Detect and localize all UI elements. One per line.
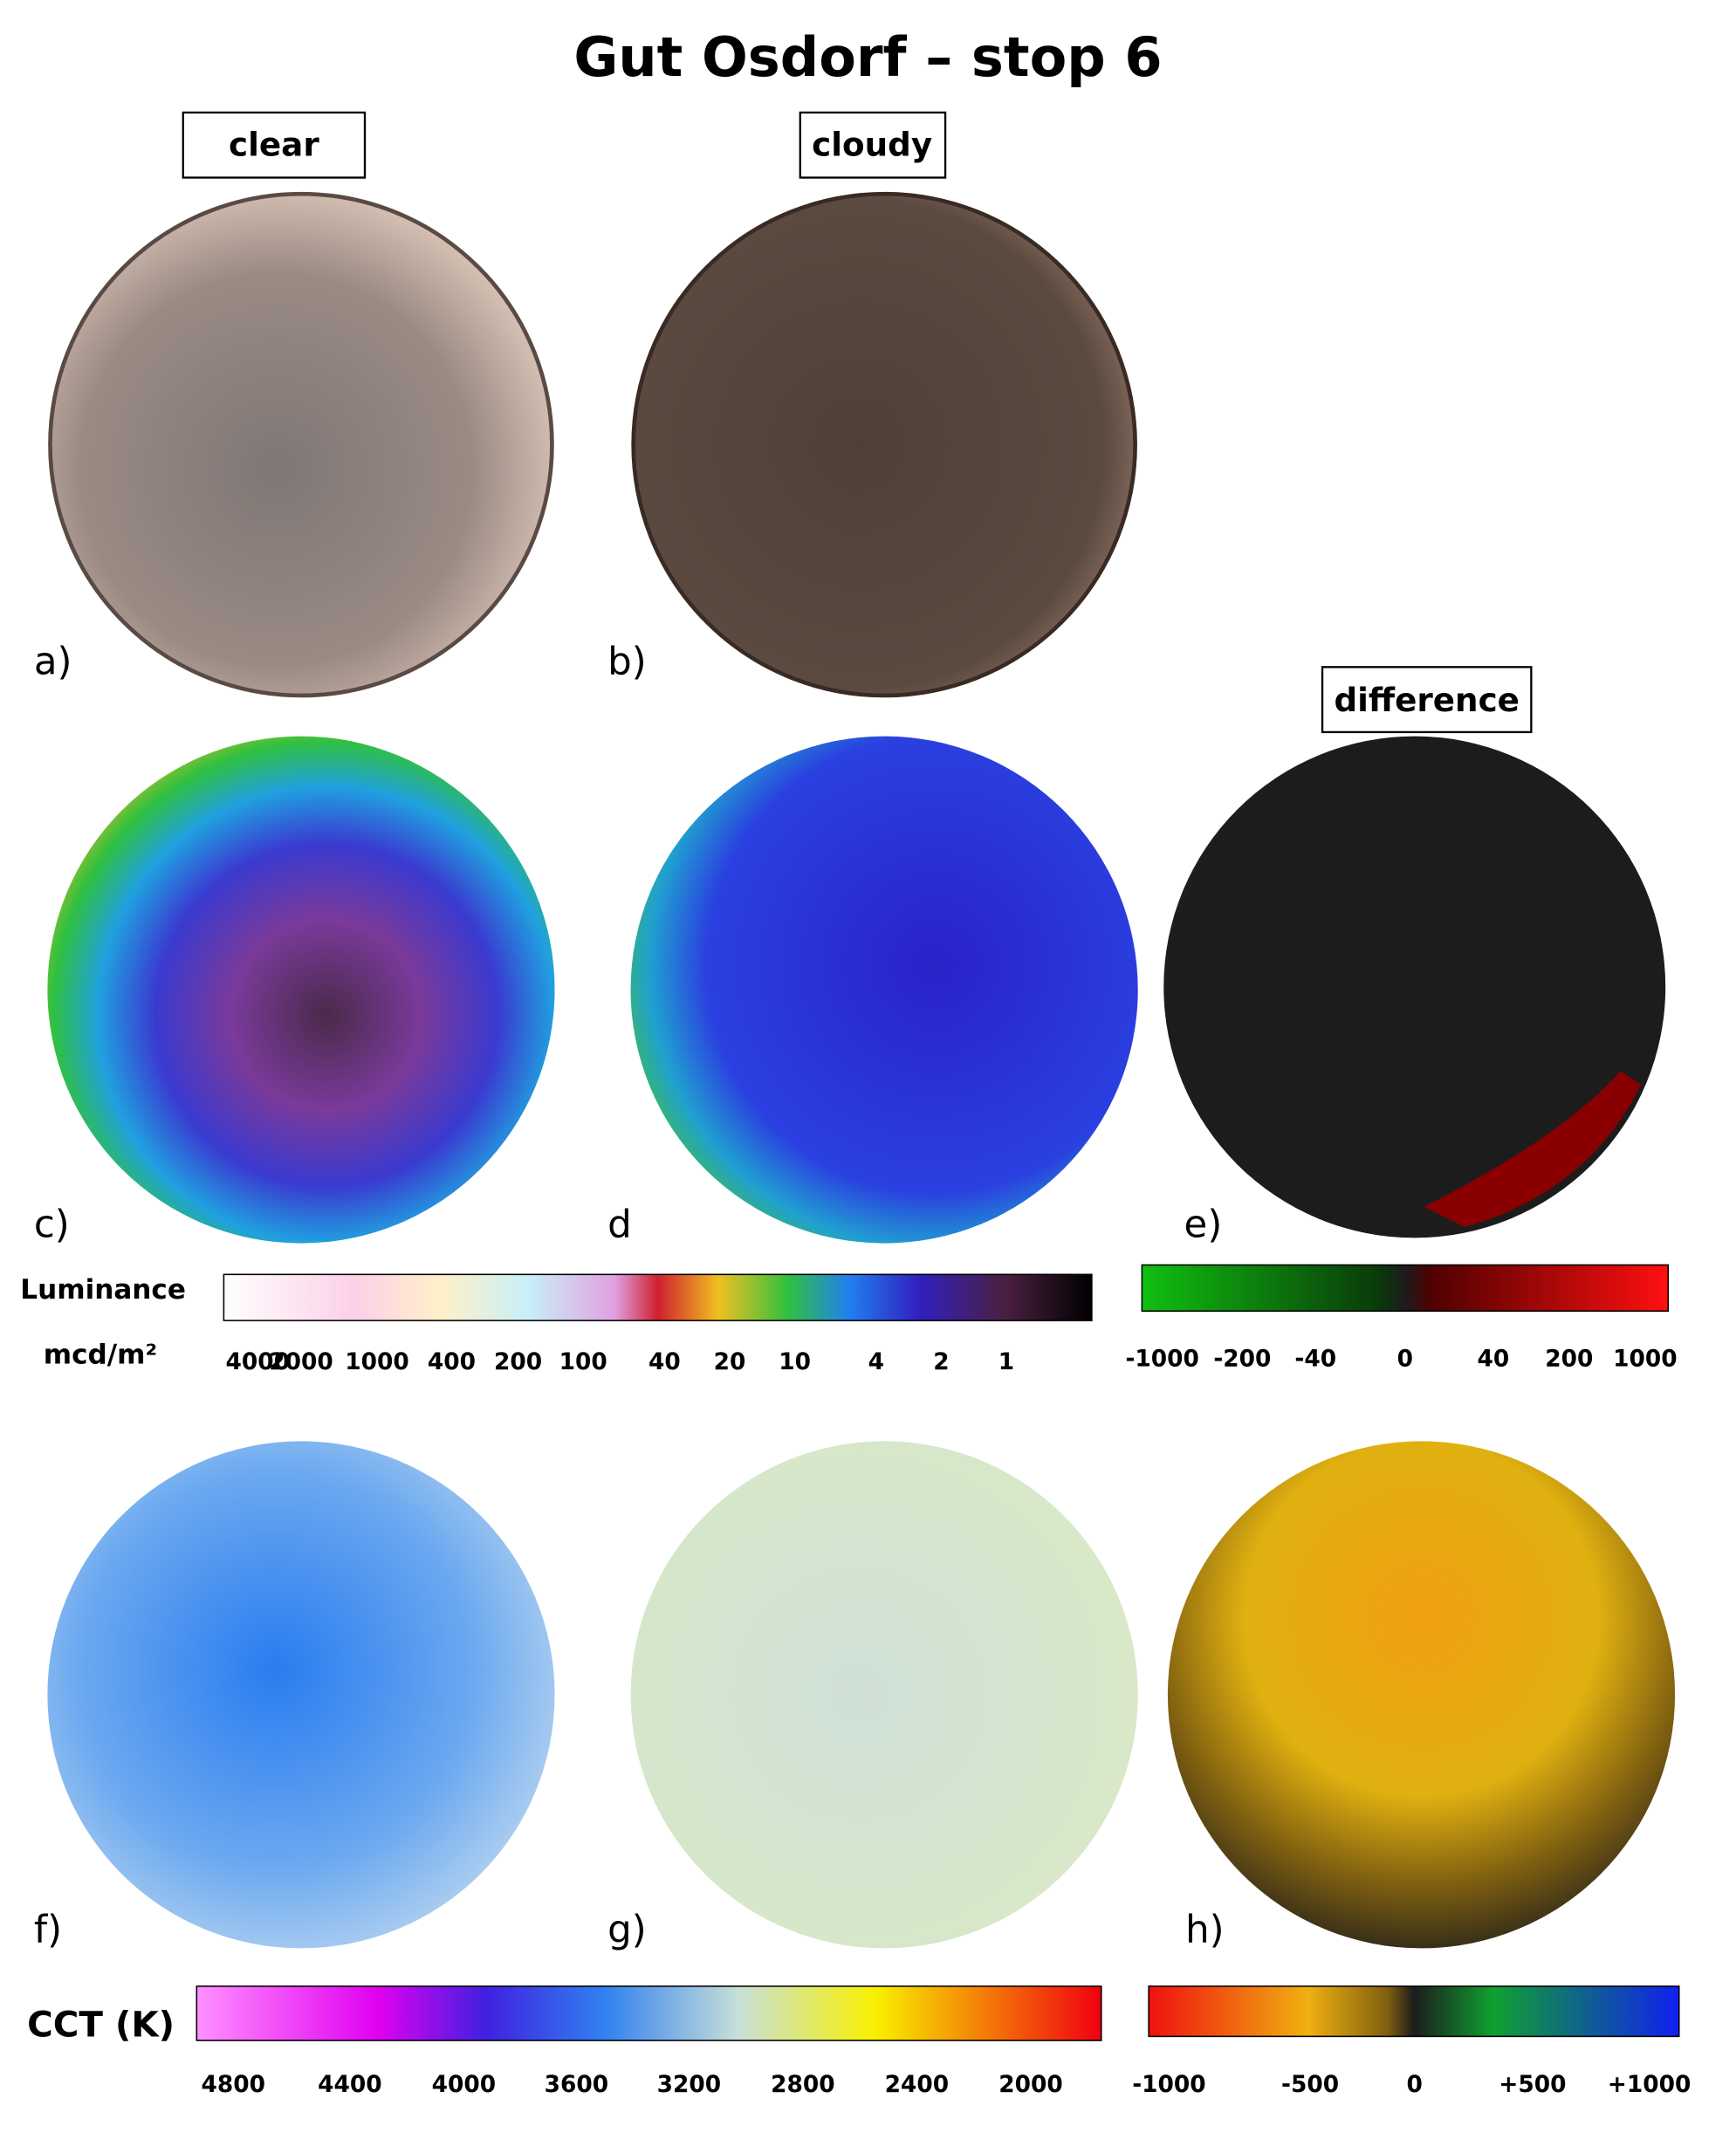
colorbar-tick-label: 4800 xyxy=(202,2071,266,2098)
header-box xyxy=(799,111,947,179)
cct-difference-map xyxy=(1167,1441,1676,1949)
cct-map xyxy=(630,1441,1138,1949)
panel-label: b) xyxy=(607,641,647,684)
colorbar xyxy=(1148,1985,1680,2038)
sky-image xyxy=(631,191,1137,698)
header: difference xyxy=(1334,681,1519,719)
colorbar-tick-label: -500 xyxy=(1281,2071,1339,2098)
header: cloudy xyxy=(812,125,932,163)
panel-label: d xyxy=(607,1203,632,1246)
colorbar-tick-label: 200 xyxy=(494,1348,542,1375)
colorbar-tick-label: 2000 xyxy=(998,2071,1063,2098)
colorbar-tick-label: -1000 xyxy=(1132,2071,1205,2098)
colorbar-tick-label: 200 xyxy=(1545,1346,1593,1373)
colorbar-tick-label: 2800 xyxy=(771,2071,835,2098)
panel-label: h) xyxy=(1185,1908,1225,1951)
colorbar-unit: mcd/m² xyxy=(44,1340,157,1371)
colorbar-tick-label: 1000 xyxy=(345,1348,409,1375)
colorbar-tick-label: 3200 xyxy=(657,2071,722,2098)
colorbar-tick-label: -40 xyxy=(1294,1346,1336,1373)
panel-label: a) xyxy=(34,641,72,684)
colorbar-tick-label: 1000 xyxy=(1613,1346,1678,1373)
colorbar-tick-label: 4 xyxy=(868,1348,884,1375)
header: clear xyxy=(229,125,319,163)
difference-region xyxy=(1424,1071,1642,1227)
colorbar-tick-label: 40 xyxy=(648,1348,681,1375)
luminance-difference-map xyxy=(1163,736,1666,1238)
header-box xyxy=(1321,666,1533,734)
colorbar-tick-label: 0 xyxy=(1407,2071,1423,2098)
colorbar-tick-label: +1000 xyxy=(1608,2071,1691,2098)
colorbar-tick-label: 400 xyxy=(428,1348,476,1375)
panel-label: c) xyxy=(34,1203,70,1246)
colorbar-tick-label: 100 xyxy=(559,1348,607,1375)
header-box xyxy=(182,111,367,179)
colorbar xyxy=(196,1985,1102,2041)
colorbar-tick-label: +500 xyxy=(1499,2071,1566,2098)
colorbar-tick-label: 2000 xyxy=(269,1348,333,1375)
colorbar-tick-label: 4000 xyxy=(432,2071,497,2098)
colorbar-tick-label: 0 xyxy=(1397,1346,1413,1373)
colorbar-tick-label: 40 xyxy=(1477,1346,1509,1373)
colorbar-tick-label: 3600 xyxy=(545,2071,609,2098)
colorbar-tick-label: 1 xyxy=(998,1348,1014,1375)
luminance-map xyxy=(630,736,1138,1244)
colorbar-tick-label: -200 xyxy=(1213,1346,1271,1373)
colorbar-tick-label: 4000 xyxy=(225,1348,290,1375)
colorbar-tick-label: -1000 xyxy=(1125,1346,1198,1373)
title: Gut Osdorf – stop 6 xyxy=(573,25,1162,89)
panel-label: e) xyxy=(1184,1203,1223,1246)
cct-map xyxy=(47,1441,555,1949)
colorbar-title: Luminance xyxy=(20,1274,186,1306)
colorbar-tick-label: 10 xyxy=(779,1348,811,1375)
sky-image xyxy=(48,191,554,698)
colorbar xyxy=(223,1273,1093,1321)
colorbar-title: CCT (K) xyxy=(27,2005,175,2046)
luminance-map xyxy=(47,736,555,1244)
colorbar xyxy=(1141,1264,1670,1313)
panel-label: f) xyxy=(34,1908,62,1951)
colorbar-tick-label: 2400 xyxy=(885,2071,950,2098)
panel-label: g) xyxy=(607,1908,647,1951)
colorbar-tick-label: 2 xyxy=(933,1348,949,1375)
colorbar-tick-label: 20 xyxy=(714,1348,746,1375)
colorbar-tick-label: 4400 xyxy=(318,2071,382,2098)
